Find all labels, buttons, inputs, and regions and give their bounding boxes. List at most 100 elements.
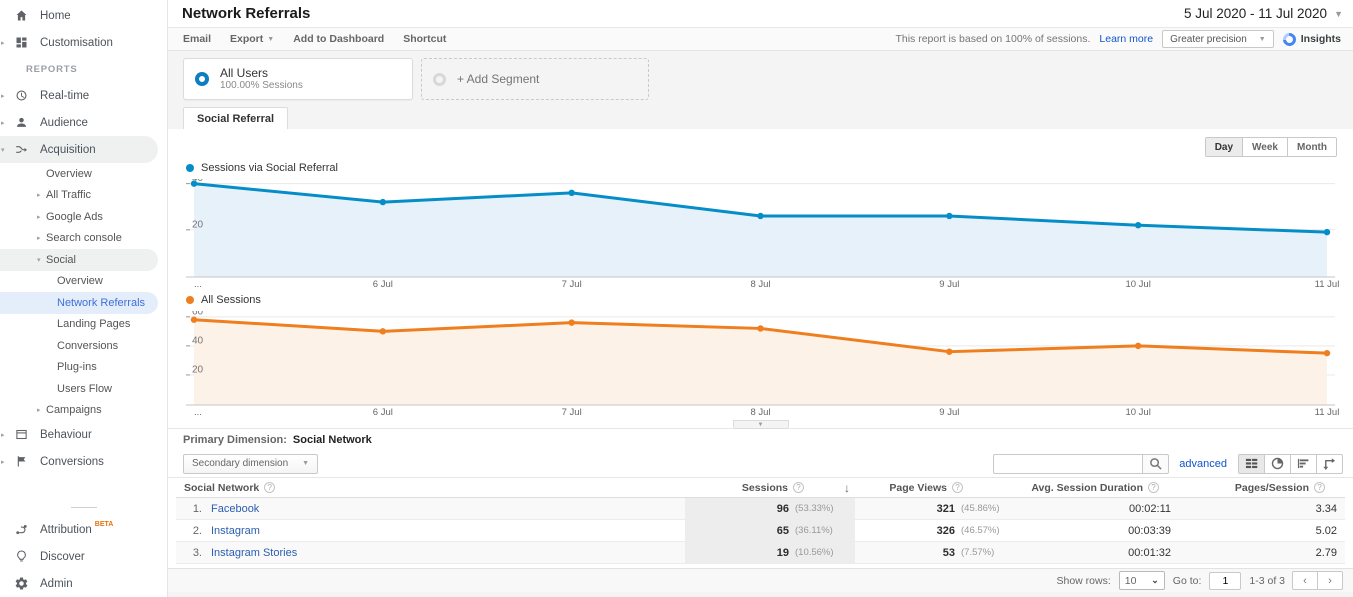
clock-icon (14, 88, 30, 104)
next-page-button[interactable]: › (1317, 571, 1343, 590)
sidebar-item-label: Users Flow (57, 382, 113, 395)
social-network-link[interactable]: Facebook (211, 502, 260, 515)
sidebar-item-home[interactable]: Home (0, 2, 167, 29)
sidebar-item-social[interactable]: ▾ Social (0, 249, 158, 271)
granularity-switch: Day Week Month (1204, 137, 1337, 157)
sidebar-item-social-overview[interactable]: Overview (0, 271, 167, 293)
home-icon (14, 8, 30, 24)
sidebar-item-admin[interactable]: Admin (0, 570, 167, 597)
sessions-via-social-referral-chart[interactable]: 20 40 ... 6 Jul 7 Jul 8 Jul 9 Jul 10 Jul 11 Jul (186, 179, 1339, 291)
sidebar-item-acquisition[interactable]: ▾ Acquisition (0, 136, 158, 163)
granularity-week-button[interactable]: Week (1242, 137, 1288, 157)
show-rows-label: Show rows: (1056, 574, 1111, 587)
insights-icon (1280, 29, 1299, 49)
view-toggle-group (1238, 453, 1343, 474)
add-segment-circle-icon (433, 72, 446, 86)
social-network-link[interactable]: Instagram (211, 524, 260, 537)
table-view-button[interactable] (1238, 453, 1265, 474)
add-to-dashboard-button[interactable]: Add to Dashboard (293, 33, 385, 45)
column-header-sessions[interactable]: Sessions? ↓ (685, 478, 855, 497)
help-icon: ? (264, 482, 276, 493)
learn-more-link[interactable]: Learn more (1099, 33, 1154, 45)
precision-select[interactable]: Greater precision ▼ (1162, 30, 1274, 48)
sidebar-item-search-console[interactable]: ▸ Search console (0, 228, 167, 250)
chevron-right-icon: ▸ (1, 119, 5, 127)
main-content: Network Referrals 5 Jul 2020 - 11 Jul 20… (168, 0, 1353, 597)
column-header-page-views[interactable]: Page Views? (855, 482, 1025, 494)
advanced-search-link[interactable]: advanced (1179, 457, 1227, 470)
email-button[interactable]: Email (183, 33, 212, 45)
date-range-picker[interactable]: 5 Jul 2020 - 11 Jul 2020 ▼ (1184, 6, 1343, 21)
granularity-month-button[interactable]: Month (1287, 137, 1337, 157)
pages-per-session-cell: 5.02 (1195, 525, 1345, 537)
avg-session-duration-value: 00:01:32 (1128, 546, 1171, 559)
percentage-view-button[interactable] (1264, 453, 1291, 474)
show-rows-select[interactable]: 10 ⌄ (1118, 571, 1165, 590)
export-button[interactable]: Export ▼ (230, 33, 275, 45)
sidebar-item-plug-ins[interactable]: Plug-ins (0, 357, 167, 379)
tab-social-referral[interactable]: Social Referral (183, 107, 289, 129)
sidebar-item-landing-pages[interactable]: Landing Pages (0, 314, 167, 336)
sidebar-item-real-time[interactable]: ▸ Real-time (0, 82, 167, 109)
sidebar-item-behaviour[interactable]: ▸ Behaviour (0, 421, 167, 448)
granularity-day-button[interactable]: Day (1204, 137, 1244, 157)
sidebar-item-audience[interactable]: ▸ Audience (0, 109, 167, 136)
page-views-value: 53 (942, 546, 955, 559)
search-input[interactable] (993, 453, 1144, 474)
sidebar-item-google-ads[interactable]: ▸ Google Ads (0, 206, 167, 228)
shortcut-button[interactable]: Shortcut (403, 33, 447, 45)
column-header-social-network[interactable]: Social Network? (176, 482, 685, 494)
x-axis-label: 8 Jul (750, 407, 771, 418)
sidebar-item-acquisition-overview[interactable]: Overview (0, 163, 167, 185)
svg-text:20: 20 (192, 219, 204, 230)
sessions-cell: 65 (36.11%) (685, 520, 855, 541)
sidebar-item-campaigns[interactable]: ▸ Campaigns (0, 400, 167, 422)
sidebar-item-conversions[interactable]: ▸ Conversions (0, 448, 167, 475)
pivot-icon (1323, 458, 1336, 470)
x-axis-label: 11 Jul (1314, 279, 1340, 290)
performance-view-button[interactable] (1290, 453, 1317, 474)
all-sessions-chart[interactable]: 20 40 60 ... 6 Jul 7 Jul 8 Jul 9 Jul 10 Jul 11 J… (186, 311, 1339, 419)
sidebar-item-discover[interactable]: Discover (0, 543, 167, 570)
previous-page-button[interactable]: ‹ (1292, 571, 1318, 590)
chevron-down-icon: ▾ (37, 256, 41, 264)
goto-page-input[interactable] (1209, 571, 1242, 590)
x-axis-label: 9 Jul (939, 279, 960, 290)
avg-session-duration-cell: 00:01:32 (1025, 547, 1195, 559)
social-network-link[interactable]: Instagram Stories (211, 546, 298, 559)
pivot-view-button[interactable] (1316, 453, 1343, 474)
sidebar-item-label: Conversions (40, 455, 104, 468)
svg-text:40: 40 (192, 179, 204, 184)
add-segment-button[interactable]: + Add Segment (421, 58, 649, 100)
help-icon: ? (1148, 482, 1159, 493)
sidebar-item-attribution[interactable]: Attribution BETA (0, 516, 167, 543)
primary-dimension-social-network[interactable]: Social Network (292, 433, 372, 446)
sidebar-divider (70, 507, 97, 508)
insights-button[interactable]: Insights (1280, 29, 1341, 49)
chart-collapse-handle[interactable]: ▼ (732, 420, 789, 429)
sidebar-item-users-flow[interactable]: Users Flow (0, 378, 167, 400)
segment-bar: All Users 100.00% Sessions + Add Segment (168, 51, 1353, 107)
primary-dimension-label: Primary Dimension: (183, 433, 287, 446)
sidebar-item-label: Acquisition (40, 143, 96, 156)
secondary-dimension-button[interactable]: Secondary dimension ▼ (183, 453, 319, 474)
sidebar-item-social-conversions[interactable]: Conversions (0, 335, 167, 357)
sidebar-item-network-referrals[interactable]: Network Referrals (0, 292, 158, 314)
column-header-pages-session[interactable]: Pages/Session? (1195, 482, 1345, 494)
row-rank: 1. (192, 502, 202, 515)
sidebar-item-all-traffic[interactable]: ▸ All Traffic (0, 185, 167, 207)
sidebar-item-label: Overview (46, 167, 92, 180)
x-axis-label: 7 Jul (561, 279, 582, 290)
row-rank: 2. (192, 524, 202, 537)
table-row: 1. Facebook 96 (53.33%) 321 (45.86%) 00:02:11 3… (176, 498, 1345, 520)
segment-all-users[interactable]: All Users 100.00% Sessions (183, 58, 413, 100)
chevron-right-icon: ▸ (1, 92, 5, 100)
sidebar-item-customisation[interactable]: ▸ Customisation (0, 29, 167, 56)
sidebar-item-label: Network Referrals (57, 296, 146, 309)
action-toolbar: Email Export ▼ Add to Dashboard Shortcut … (168, 28, 1353, 51)
column-header-avg-session-duration[interactable]: Avg. Session Duration? (1025, 482, 1195, 494)
search-button[interactable] (1142, 453, 1170, 474)
sidebar-item-label: Real-time (40, 89, 90, 102)
chevron-down-icon: ▼ (1258, 35, 1266, 43)
sidebar-section-label: REPORTS (26, 63, 78, 75)
